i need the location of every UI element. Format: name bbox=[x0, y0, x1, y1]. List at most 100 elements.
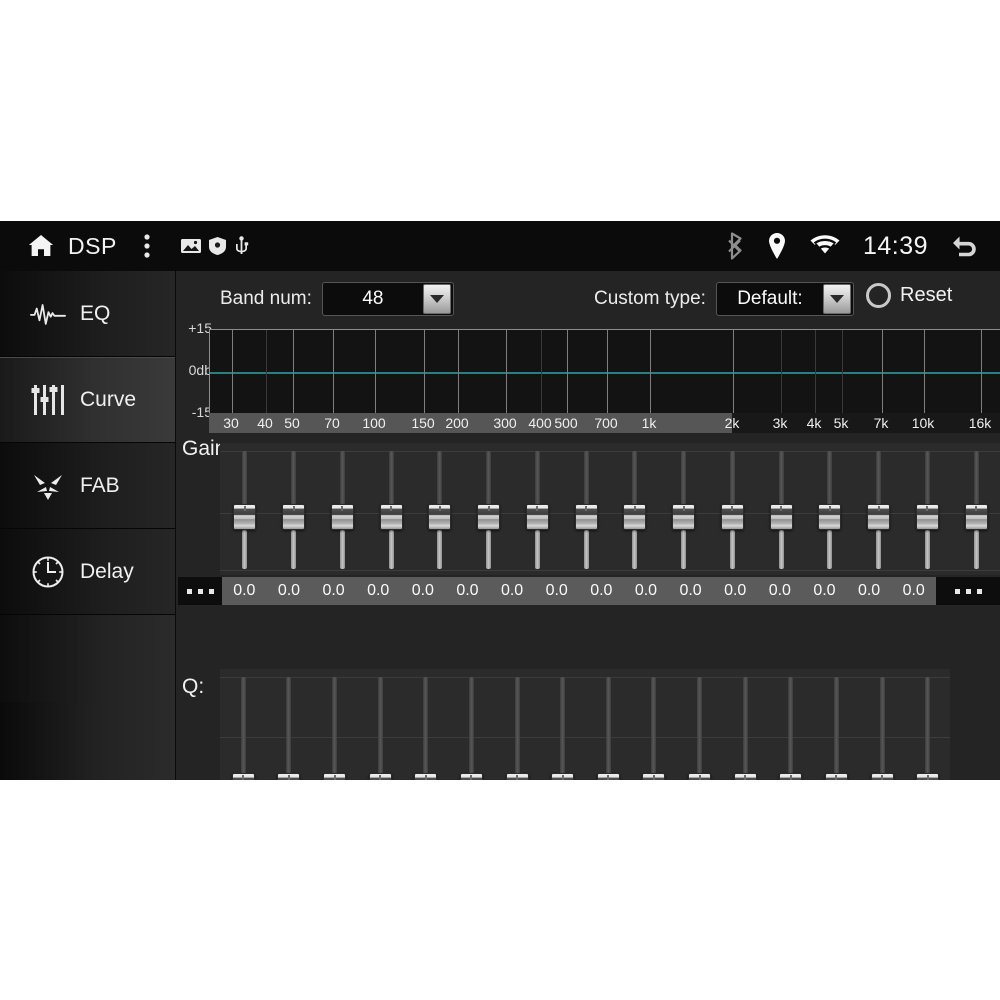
q-slider-thumb[interactable] bbox=[277, 773, 301, 780]
home-icon[interactable] bbox=[26, 231, 56, 261]
chart-x-tick-label: 3k bbox=[772, 415, 788, 431]
gain-slider-thumb[interactable] bbox=[525, 504, 549, 530]
sidebar-item-fab[interactable]: FAB bbox=[0, 443, 175, 529]
chart-x-tick-label: 7k bbox=[873, 415, 889, 431]
q-slider-thumb[interactable] bbox=[916, 773, 940, 780]
gain-slider[interactable] bbox=[329, 443, 355, 575]
gain-prev-page-button[interactable] bbox=[178, 577, 222, 605]
gain-slider-thumb[interactable] bbox=[769, 504, 793, 530]
gain-slider[interactable] bbox=[573, 443, 599, 575]
gain-slider-thumb[interactable] bbox=[867, 504, 891, 530]
gain-slider[interactable] bbox=[914, 443, 940, 575]
q-slider[interactable] bbox=[275, 669, 301, 780]
gain-slider-thumb[interactable] bbox=[915, 504, 939, 530]
q-slider[interactable] bbox=[458, 669, 484, 780]
gain-slider-thumb[interactable] bbox=[623, 504, 647, 530]
sidebar-item-label: Curve bbox=[80, 387, 137, 411]
gain-slider[interactable] bbox=[719, 443, 745, 575]
radio-ring-icon[interactable] bbox=[866, 283, 891, 308]
gain-slider[interactable] bbox=[231, 443, 257, 575]
q-slider-thumb[interactable] bbox=[870, 773, 894, 780]
gain-slider-thumb[interactable] bbox=[574, 504, 598, 530]
q-slider-thumb[interactable] bbox=[596, 773, 620, 780]
q-slider-thumb[interactable] bbox=[642, 773, 666, 780]
q-slider[interactable] bbox=[504, 669, 530, 780]
thumb-notch-icon bbox=[424, 775, 427, 780]
gain-slider[interactable] bbox=[963, 443, 989, 575]
gain-slider[interactable] bbox=[865, 443, 891, 575]
wifi-icon[interactable] bbox=[809, 234, 841, 258]
location-pin-icon[interactable] bbox=[767, 232, 787, 260]
q-slider[interactable] bbox=[640, 669, 666, 780]
gain-slider-thumb[interactable] bbox=[379, 504, 403, 530]
gain-slider[interactable] bbox=[621, 443, 647, 575]
q-slider[interactable] bbox=[412, 669, 438, 780]
gain-slider[interactable] bbox=[768, 443, 794, 575]
gain-slider-thumb[interactable] bbox=[330, 504, 354, 530]
q-slider-thumb[interactable] bbox=[414, 773, 438, 780]
gain-slider-thumb[interactable] bbox=[477, 504, 501, 530]
q-slider[interactable] bbox=[321, 669, 347, 780]
gain-slider[interactable] bbox=[378, 443, 404, 575]
chevron-down-icon[interactable] bbox=[822, 284, 851, 314]
sidebar-empty-area bbox=[0, 615, 175, 702]
q-slider-thumb[interactable] bbox=[323, 773, 347, 780]
q-slider[interactable] bbox=[549, 669, 575, 780]
q-slider-field[interactable] bbox=[220, 669, 950, 780]
reset-button[interactable]: Reset bbox=[866, 283, 952, 308]
q-slider[interactable] bbox=[914, 669, 940, 780]
back-arrow-icon[interactable] bbox=[950, 233, 978, 259]
q-slider[interactable] bbox=[777, 669, 803, 780]
shield-icon[interactable] bbox=[208, 237, 226, 255]
gain-slider[interactable] bbox=[280, 443, 306, 575]
gain-slider-thumb[interactable] bbox=[282, 504, 306, 530]
q-slider[interactable] bbox=[869, 669, 895, 780]
eq-curve-chart[interactable]: +15 0db -15 30 40 50 70 100 150 200 300 400 500 700 1… bbox=[176, 320, 1000, 433]
q-slider-thumb[interactable] bbox=[733, 773, 757, 780]
q-slider-thumb[interactable] bbox=[688, 773, 712, 780]
q-slider[interactable] bbox=[595, 669, 621, 780]
gain-value: 0.0 bbox=[813, 582, 836, 599]
gain-slider-thumb[interactable] bbox=[428, 504, 452, 530]
q-slider-thumb[interactable] bbox=[459, 773, 483, 780]
sidebar-item-eq[interactable]: EQ bbox=[0, 271, 175, 357]
gain-value: 0.0 bbox=[724, 582, 747, 599]
thumb-notch-icon bbox=[438, 506, 441, 511]
gain-slider[interactable] bbox=[475, 443, 501, 575]
gain-slider[interactable] bbox=[426, 443, 452, 575]
gain-slider[interactable] bbox=[670, 443, 696, 575]
thumb-notch-icon bbox=[341, 506, 344, 511]
q-slider-thumb[interactable] bbox=[231, 773, 255, 780]
gain-slider[interactable] bbox=[816, 443, 842, 575]
gain-slider-thumb[interactable] bbox=[233, 504, 257, 530]
q-slider[interactable] bbox=[823, 669, 849, 780]
gain-slider-thumb[interactable] bbox=[964, 504, 988, 530]
image-icon[interactable] bbox=[180, 238, 201, 254]
gain-slider-field[interactable] bbox=[220, 443, 1000, 575]
chevron-down-icon[interactable] bbox=[422, 284, 451, 314]
q-slider[interactable] bbox=[230, 669, 256, 780]
band-num-select[interactable]: 48 bbox=[321, 282, 454, 316]
q-slider[interactable] bbox=[686, 669, 712, 780]
sidebar-item-curve[interactable]: Curve bbox=[0, 357, 175, 443]
chart-plot-area[interactable] bbox=[209, 329, 1000, 413]
usb-icon[interactable] bbox=[234, 236, 249, 256]
custom-type-select[interactable]: Default: bbox=[715, 282, 854, 316]
sidebar-item-delay[interactable]: Delay bbox=[0, 529, 175, 615]
q-slider-thumb[interactable] bbox=[824, 773, 848, 780]
bluetooth-icon[interactable] bbox=[727, 232, 745, 260]
gain-value: 0.0 bbox=[634, 582, 658, 599]
gain-slider-thumb[interactable] bbox=[818, 504, 842, 530]
gain-slider[interactable] bbox=[524, 443, 550, 575]
gain-next-page-button[interactable] bbox=[936, 577, 1000, 605]
gain-slider-thumb[interactable] bbox=[720, 504, 744, 530]
more-vertical-icon[interactable] bbox=[143, 232, 151, 260]
q-slider-thumb[interactable] bbox=[505, 773, 529, 780]
gain-slider-thumb[interactable] bbox=[672, 504, 696, 530]
q-slider-thumb[interactable] bbox=[368, 773, 392, 780]
q-slider[interactable] bbox=[367, 669, 393, 780]
q-slider-thumb[interactable] bbox=[551, 773, 575, 780]
q-slider[interactable] bbox=[732, 669, 758, 780]
thumb-notch-icon bbox=[881, 775, 884, 780]
q-slider-thumb[interactable] bbox=[779, 773, 803, 780]
